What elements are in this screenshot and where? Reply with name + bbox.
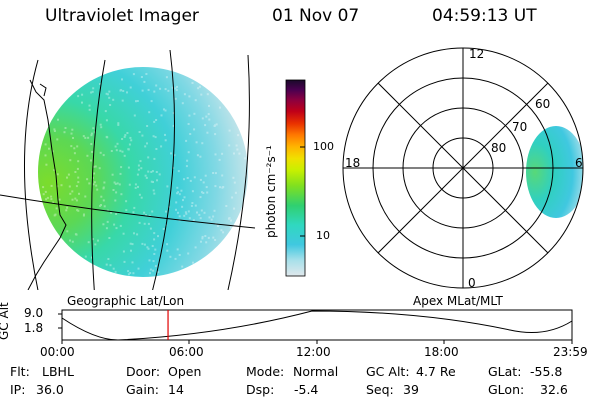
altitude-ytick-top: 9.0 <box>24 306 44 320</box>
glon-label: GLon: <box>488 382 525 397</box>
xtick-2359: 23:59 <box>553 345 588 359</box>
lat-label-60: 60 <box>535 97 551 111</box>
earth-disc <box>38 67 248 277</box>
mode-value: Normal <box>293 364 339 379</box>
ip-label: IP: <box>10 382 26 397</box>
polar-plot <box>342 47 584 289</box>
instrument-title: Ultraviolet Imager <box>45 6 199 26</box>
door-label: Door: <box>126 364 161 379</box>
mlt-label-6: 6 <box>575 156 583 170</box>
mlt-label-12: 12 <box>469 47 485 61</box>
filter-label: Flt: <box>10 364 30 379</box>
gcalt-label: GC Alt: <box>366 364 410 379</box>
gain-label: Gain: <box>126 382 159 397</box>
altitude-curve <box>61 310 573 341</box>
seq-value: 39 <box>403 382 419 397</box>
xtick-1800: 18:00 <box>424 345 459 359</box>
glat-value: -55.8 <box>530 364 563 379</box>
ip-value: 36.0 <box>36 382 64 397</box>
glon-value: 32.6 <box>540 382 568 397</box>
lat-label-80: 80 <box>491 141 507 155</box>
dsp-value: -5.4 <box>294 382 319 397</box>
colorbar <box>285 79 306 277</box>
xtick-1200: 12:00 <box>296 345 331 359</box>
glat-label: GLat: <box>488 364 522 379</box>
lat-label-70: 70 <box>512 120 528 134</box>
gcalt-value: 4.7 Re <box>416 364 456 379</box>
header-date: 01 Nov 07 <box>272 6 360 26</box>
altitude-ylabel: GC Alt <box>0 302 11 340</box>
colorbar-tick-10: 10 <box>316 229 330 242</box>
left-panel-caption: Geographic Lat/Lon <box>67 294 185 308</box>
auroral-oval <box>526 126 583 218</box>
header-time: 04:59:13 UT <box>432 6 537 26</box>
door-value: Open <box>168 364 202 379</box>
colorbar-tick-100: 100 <box>313 140 334 153</box>
gain-value: 14 <box>168 382 184 397</box>
xtick-0600: 06:00 <box>169 345 204 359</box>
mlt-label-18: 18 <box>345 156 361 170</box>
altitude-ytick-bottom: 1.8 <box>24 321 44 335</box>
xtick-0000: 00:00 <box>40 345 75 359</box>
geographic-map <box>0 49 256 290</box>
seq-label: Seq: <box>366 382 394 397</box>
mode-label: Mode: <box>246 364 285 379</box>
dsp-label: Dsp: <box>246 382 275 397</box>
mlt-label-0: 0 <box>468 276 476 290</box>
altitude-plot <box>58 309 573 344</box>
colorbar-unit-label: photon cm⁻²s⁻¹ <box>264 145 278 238</box>
right-panel-caption: Apex MLat/MLT <box>413 294 503 308</box>
filter-value: LBHL <box>42 364 74 379</box>
